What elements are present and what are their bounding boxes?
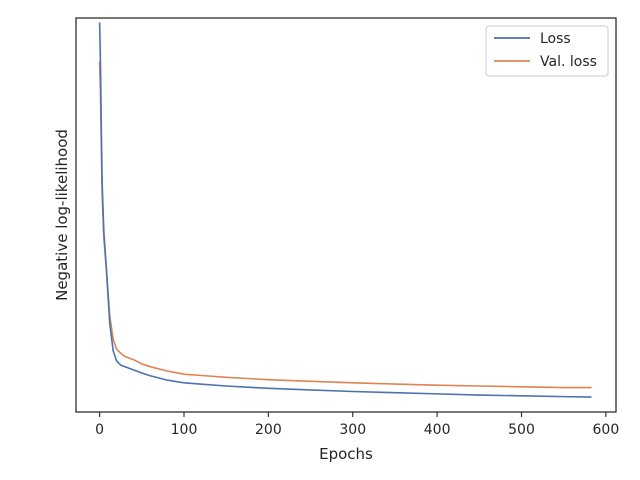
- x-tick-label: 500: [508, 422, 535, 438]
- legend-label-loss: Loss: [540, 31, 571, 47]
- x-axis-label: Epochs: [319, 445, 373, 463]
- legend: Loss Val. loss: [485, 25, 609, 77]
- x-tick-label: 200: [255, 422, 282, 438]
- plot-background: [76, 18, 616, 412]
- x-tick-label: 300: [339, 422, 366, 438]
- x-tick-label: 0: [95, 422, 104, 438]
- x-tick-label: 600: [593, 422, 620, 438]
- x-tick-label: 400: [424, 422, 451, 438]
- x-tick-label: 100: [171, 422, 198, 438]
- series-layer: [98, 22, 592, 398]
- series-line-loss: [98, 22, 592, 398]
- plot-frame: [75, 17, 617, 413]
- x-ticks: 0 100 200 300 400 500 600: [95, 412, 619, 438]
- legend-label-val-loss: Val. loss: [540, 54, 597, 70]
- y-axis-label: Negative log-likelihood: [53, 129, 71, 301]
